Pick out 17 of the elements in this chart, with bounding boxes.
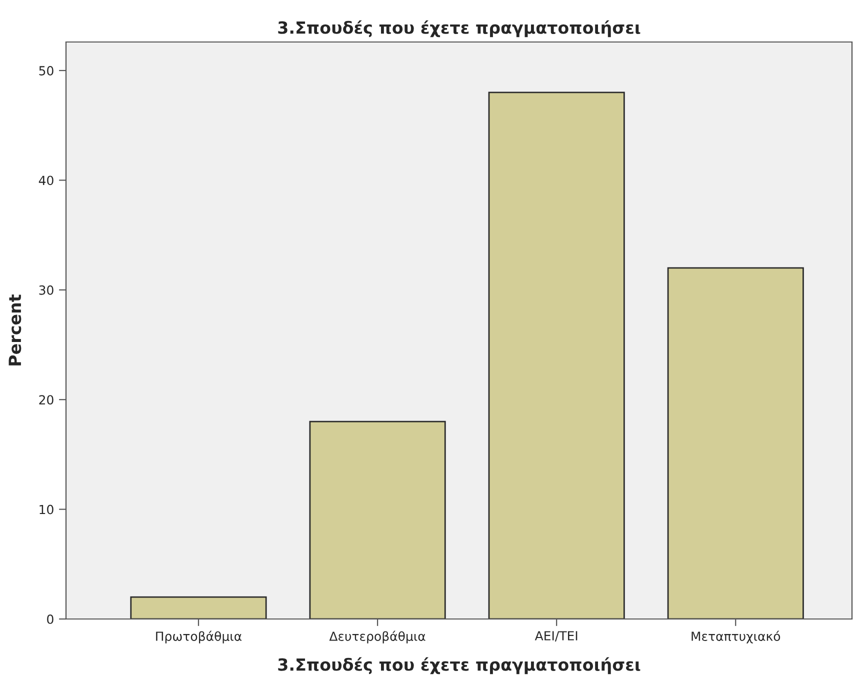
y-tick-label: 50 — [39, 66, 54, 76]
bar — [130, 596, 267, 619]
x-tick-label: Μεταπτυχιακό — [692, 630, 780, 644]
chart-title: 3.Σπουδές που έχετε πραγματοποιήσει — [278, 20, 640, 38]
x-tick-label: Πρωτοβάθμια — [156, 630, 242, 644]
x-tick-label: Δευτεροβάθμια — [329, 630, 426, 644]
y-tick-label: 40 — [38, 176, 54, 186]
y-axis-title: Percent — [8, 294, 22, 366]
y-tick-label: 30 — [39, 285, 54, 295]
bar — [309, 420, 446, 619]
x-tick-label: ΑΕΙ/ΤΕΙ — [534, 631, 578, 642]
bar — [667, 267, 804, 619]
y-tick-label: 20 — [39, 395, 54, 405]
y-tick-label: 0 — [47, 614, 54, 624]
bar — [488, 92, 625, 619]
x-axis-title: 3.Σπουδές που έχετε πραγματοποιήσει — [278, 657, 640, 674]
y-tick-label: 10 — [40, 504, 54, 514]
